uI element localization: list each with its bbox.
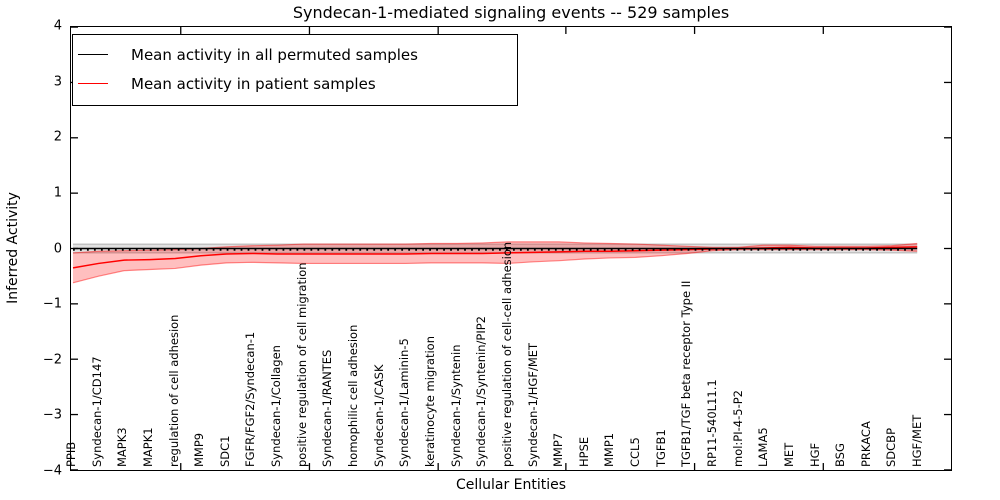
entity-label: positive regulation of cell-cell adhesio… (499, 241, 514, 467)
x-axis-label: Cellular Entities (455, 477, 567, 493)
entity-label: HGF (807, 442, 822, 467)
entity-label: Syndecan-1/Syntenin (448, 344, 463, 467)
legend-item-patient: Mean activity in patient samples (78, 69, 517, 98)
entity-label: Syndecan-1/CD147 (89, 356, 104, 467)
entity-label: HPSE (576, 436, 591, 467)
entity-label: MMP9 (192, 432, 207, 467)
y-tick-label: −3 (42, 407, 62, 423)
y-tick-label: 0 (53, 241, 62, 256)
entity-label: TGFB1 (653, 429, 668, 467)
entity-label: HGF/MET (910, 414, 925, 467)
permuted-line-swatch (78, 54, 108, 55)
legend-label-permuted: Mean activity in all permuted samples (131, 45, 418, 64)
y-tick-label: 3 (53, 74, 62, 90)
entity-label: MET (781, 442, 796, 467)
entity-label: Syndecan-1/Laminin-5 (397, 338, 412, 467)
entity-label: CCL5 (628, 437, 643, 467)
legend-item-permuted: Mean activity in all permuted samples (78, 40, 517, 69)
entity-label: Syndecan-1/CASK (371, 364, 386, 467)
entity-label: TGFB1/TGF beta receptor Type II (679, 280, 694, 467)
entity-label: RP11-540L11.1 (705, 379, 719, 467)
entity-label: homophilic cell adhesion (346, 324, 361, 467)
entity-label: MAPK3 (115, 427, 130, 467)
patient-line-swatch (78, 83, 108, 84)
entity-label: mol:PI-4-5-P2 (730, 390, 745, 467)
chart-title: Syndecan-1-mediated signaling events -- … (292, 3, 730, 22)
entity-label: SDC1 (217, 435, 232, 467)
entity-label: FGFR/FGF2/Syndecan-1 (243, 331, 258, 467)
patient-std-band (72, 241, 918, 283)
entity-label: LAMA5 (756, 427, 771, 467)
entity-label: Syndecan-1/HGF/MET (525, 342, 540, 467)
entity-label: Syndecan-1/RANTES (320, 349, 335, 467)
patient-band-lower-edge (72, 249, 918, 284)
entity-label: MAPK1 (140, 427, 155, 467)
entity-label: keratinocyte migration (422, 336, 437, 467)
y-tick-label: 2 (53, 129, 62, 145)
entity-label: MMP1 (602, 432, 617, 467)
legend-label-patient: Mean activity in patient samples (131, 74, 376, 93)
entity-label: PPIB (64, 441, 78, 467)
entity-label: PRKACA (858, 421, 873, 467)
entity-label: BSG (833, 443, 848, 467)
patient-band-upper-edge (72, 241, 918, 254)
legend-box: Mean activity in all permuted samples Me… (72, 34, 518, 106)
chart-svg (71, 27, 951, 470)
y-tick-label: 4 (53, 18, 62, 34)
y-tick-label: −2 (42, 352, 62, 368)
y-tick-label: 1 (53, 185, 62, 201)
entity-label: Syndecan-1/Syntenin/PIP2 (474, 316, 489, 467)
y-tick-label: −4 (42, 463, 62, 479)
entity-label: SDCBP (884, 427, 899, 467)
entity-label: positive regulation of cell migration (294, 262, 309, 467)
entity-label: MMP7 (551, 432, 566, 467)
entity-label: Syndecan-1/Collagen (269, 345, 284, 467)
entity-label: regulation of cell adhesion (166, 314, 181, 467)
patient-mean-line (72, 246, 918, 269)
y-tick-label: −1 (42, 296, 62, 312)
